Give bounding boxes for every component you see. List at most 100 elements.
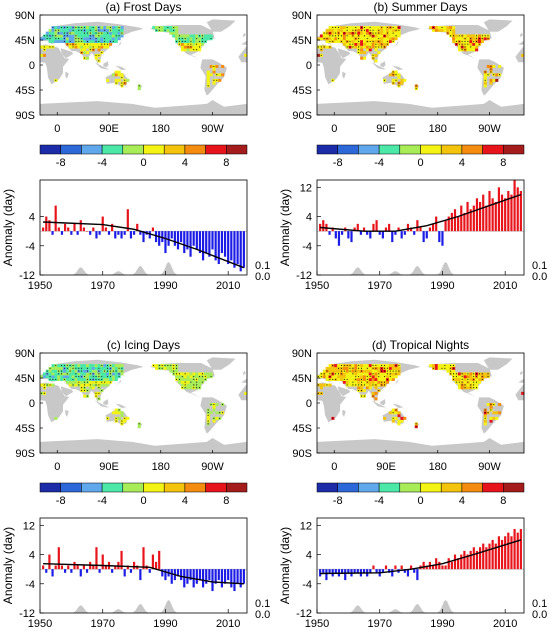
significance-dot xyxy=(75,26,77,29)
grid-cell xyxy=(348,28,352,32)
significance-dot xyxy=(207,409,209,411)
grid-cell xyxy=(466,386,470,390)
grid-cell xyxy=(198,380,202,384)
grid-cell xyxy=(483,419,487,423)
anomaly-bar xyxy=(148,231,151,239)
significance-dot xyxy=(444,364,446,367)
anomaly-bar xyxy=(431,223,435,232)
significance-dot xyxy=(464,49,466,51)
land-mass xyxy=(317,438,524,453)
grid-cell xyxy=(365,364,369,368)
significance-dot xyxy=(358,40,360,42)
anomaly-bar xyxy=(42,227,45,232)
grid-cell xyxy=(400,419,404,423)
grid-cell xyxy=(91,40,95,43)
grid-cell xyxy=(368,383,372,387)
grid-cell xyxy=(68,366,72,370)
land-mass xyxy=(40,100,247,115)
significance-dot xyxy=(86,367,88,369)
significance-dot xyxy=(55,29,57,31)
significance-dot xyxy=(104,38,106,40)
grid-cell xyxy=(463,380,467,384)
grid-cell xyxy=(383,26,387,30)
significance-dot xyxy=(58,32,60,34)
anomaly-bar xyxy=(460,554,463,570)
significance-dot xyxy=(432,26,434,29)
significance-dot xyxy=(207,414,209,417)
grid-cell xyxy=(394,411,398,415)
grid-cell xyxy=(328,369,332,373)
grid-cell xyxy=(342,37,346,41)
significance-dot xyxy=(352,384,354,386)
significance-dot xyxy=(109,373,111,375)
lat-label: 90N xyxy=(292,10,312,22)
anomaly-bar xyxy=(142,547,145,570)
anomaly-bar xyxy=(158,550,161,570)
significance-dot xyxy=(63,26,65,29)
significance-dot xyxy=(320,46,322,48)
land-mass xyxy=(391,379,399,386)
significance-dot xyxy=(395,370,397,372)
grid-cell xyxy=(478,34,482,38)
significance-dot xyxy=(490,71,492,73)
colorbar-label: 8 xyxy=(500,495,506,507)
anomaly-bar xyxy=(416,220,419,232)
grid-cell xyxy=(180,45,184,49)
volcanic-hump xyxy=(159,262,178,275)
grid-cell xyxy=(111,364,115,368)
grid-cell xyxy=(117,70,121,74)
grid-cell xyxy=(186,34,190,38)
panel-title: (b) Summer Days xyxy=(373,0,467,14)
grid-cell xyxy=(368,378,372,381)
grid-cell xyxy=(203,34,207,38)
land-mass xyxy=(115,403,127,408)
grid-cell xyxy=(319,386,323,390)
significance-dot xyxy=(118,29,120,31)
grid-cell xyxy=(319,34,323,38)
significance-dot xyxy=(101,381,103,383)
significance-dot xyxy=(58,373,60,375)
grid-cell xyxy=(466,48,470,52)
significance-dot xyxy=(92,49,94,51)
grid-cell xyxy=(363,51,367,55)
grid-cell xyxy=(186,372,190,376)
grid-cell xyxy=(117,369,121,373)
anomaly-bar xyxy=(189,231,192,257)
grid-cell xyxy=(100,28,104,32)
grid-cell xyxy=(345,42,349,46)
grid-cell xyxy=(388,37,392,41)
grid-cell xyxy=(498,411,502,415)
grid-cell xyxy=(212,70,216,74)
grid-cell xyxy=(380,375,384,379)
anomaly-bar xyxy=(126,565,129,570)
significance-dot xyxy=(101,51,103,54)
significance-dot xyxy=(369,26,371,29)
grid-cell xyxy=(345,366,349,370)
colorbar-label: 8 xyxy=(500,157,506,169)
significance-dot xyxy=(124,417,126,419)
grid-cell xyxy=(114,364,118,368)
significance-dot xyxy=(219,417,221,419)
significance-dot xyxy=(72,364,74,367)
grid-cell xyxy=(68,375,72,379)
anomaly-bar xyxy=(57,227,60,232)
grid-cell xyxy=(383,416,387,420)
anomaly-bar xyxy=(161,231,164,243)
grid-cell xyxy=(380,40,384,43)
land-mass xyxy=(380,61,386,68)
grid-cell xyxy=(391,372,395,376)
significance-dot xyxy=(366,381,368,383)
grid-cell xyxy=(91,383,95,387)
colorbar-label: 0 xyxy=(140,495,146,507)
grid-cell xyxy=(498,403,502,406)
significance-dot xyxy=(372,373,374,375)
significance-dot xyxy=(43,49,45,51)
significance-dot xyxy=(383,79,386,81)
significance-dot xyxy=(63,32,65,34)
anomaly-bar xyxy=(400,565,403,570)
anomaly-bar xyxy=(372,565,375,570)
grid-cell xyxy=(521,53,525,57)
grid-cell xyxy=(325,34,329,38)
significance-dot xyxy=(320,373,322,375)
grid-cell xyxy=(368,372,372,376)
